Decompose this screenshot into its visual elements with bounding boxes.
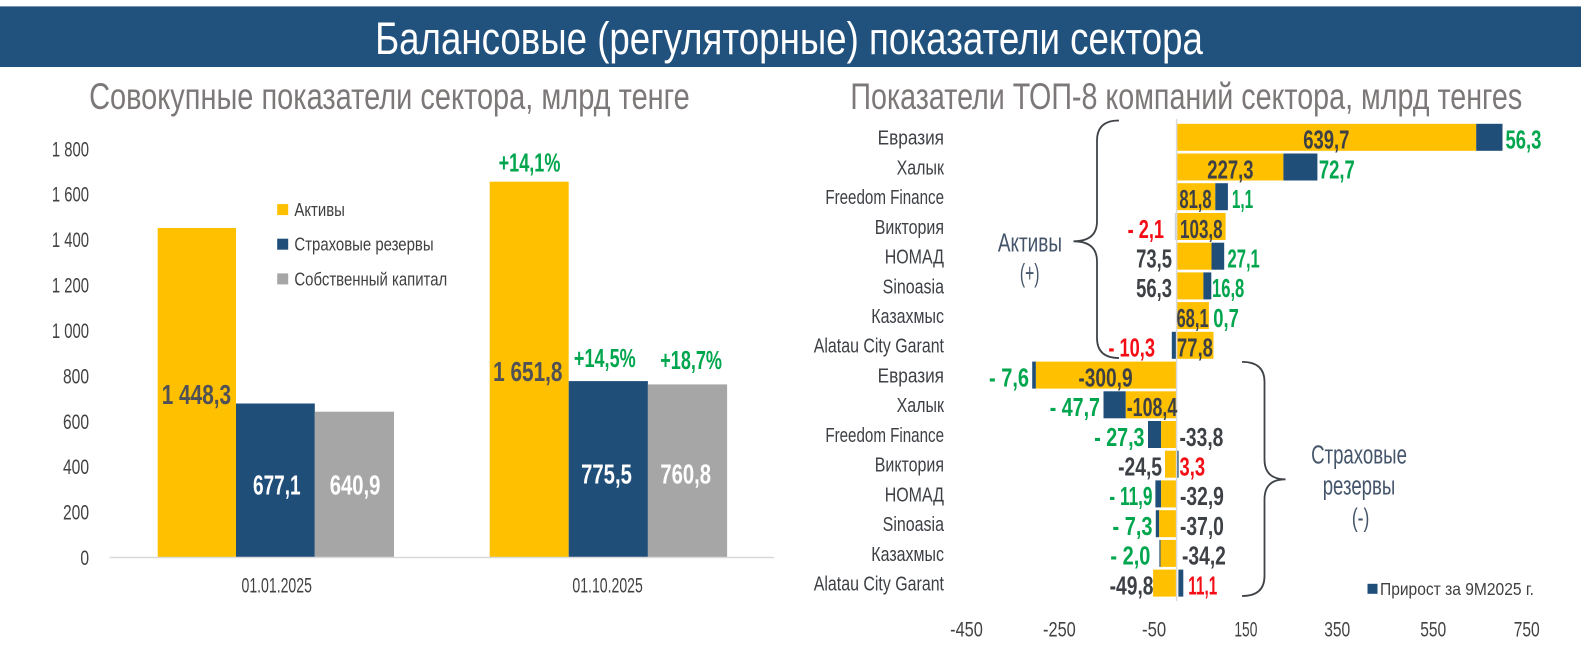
svg-text:Евразия: Евразия	[878, 127, 944, 150]
svg-text:1 000: 1 000	[52, 318, 89, 342]
svg-text:+14,1%: +14,1%	[499, 148, 561, 177]
svg-text:3,3: 3,3	[1180, 453, 1206, 482]
svg-text:Собственный капитал: Собственный капитал	[294, 269, 447, 290]
svg-text:1 651,8: 1 651,8	[493, 357, 562, 388]
svg-text:Евразия: Евразия	[878, 365, 944, 388]
svg-text:(+): (+)	[1020, 260, 1040, 288]
svg-text:677,1: 677,1	[253, 470, 301, 502]
svg-text:-49,8: -49,8	[1110, 572, 1154, 600]
svg-text:01.10.2025: 01.10.2025	[572, 574, 642, 598]
svg-text:-50: -50	[1142, 618, 1166, 641]
svg-text:1,1: 1,1	[1232, 186, 1253, 214]
svg-text:- 2,0: - 2,0	[1110, 541, 1150, 570]
svg-text:400: 400	[63, 455, 89, 479]
svg-text:Sinoasia: Sinoasia	[883, 512, 945, 535]
svg-text:01.01.2025: 01.01.2025	[241, 574, 311, 598]
svg-text:+14,5%: +14,5%	[574, 344, 636, 373]
svg-text:резервы: резервы	[1323, 472, 1396, 501]
svg-text:Страховые резервы: Страховые резервы	[294, 234, 433, 255]
svg-text:72,7: 72,7	[1319, 155, 1355, 184]
svg-text:Страховые: Страховые	[1311, 441, 1407, 470]
svg-text:-250: -250	[1043, 618, 1076, 642]
svg-text:Балансовые (регуляторные) пока: Балансовые (регуляторные) показатели сек…	[375, 13, 1203, 63]
svg-text:1 600: 1 600	[52, 182, 89, 206]
svg-text:1 800: 1 800	[52, 137, 89, 161]
svg-text:640,9: 640,9	[330, 470, 381, 501]
svg-text:- 7,3: - 7,3	[1113, 512, 1153, 541]
svg-text:11,1: 11,1	[1188, 573, 1217, 601]
svg-text:639,7: 639,7	[1303, 126, 1349, 155]
svg-text:Казахмыс: Казахмыс	[871, 542, 944, 565]
svg-text:-32,9: -32,9	[1180, 483, 1224, 511]
svg-text:16,8: 16,8	[1212, 275, 1244, 303]
svg-text:-34,2: -34,2	[1182, 542, 1226, 570]
svg-text:750: 750	[1514, 617, 1540, 641]
svg-text:Виктория: Виктория	[875, 215, 944, 238]
svg-text:Совокупные показатели сектора,: Совокупные показатели сектора, млрд тенг…	[89, 77, 690, 118]
svg-text:Казахмыс: Казахмыс	[871, 304, 944, 327]
svg-text:227,3: 227,3	[1207, 155, 1253, 184]
svg-text:81,8: 81,8	[1179, 185, 1211, 213]
svg-text:-33,8: -33,8	[1180, 423, 1224, 451]
svg-text:56,3: 56,3	[1506, 126, 1542, 155]
svg-text:800: 800	[63, 364, 89, 388]
svg-text:1 400: 1 400	[52, 227, 89, 251]
svg-text:Халык: Халык	[897, 155, 945, 178]
svg-text:27,1: 27,1	[1228, 245, 1260, 273]
svg-text:-37,0: -37,0	[1180, 512, 1224, 540]
svg-text:-450: -450	[950, 618, 983, 642]
svg-text:68,1: 68,1	[1176, 304, 1208, 332]
svg-text:-24,5: -24,5	[1118, 453, 1162, 481]
svg-text:НОМАД: НОМАД	[885, 245, 945, 268]
svg-text:760,8: 760,8	[660, 459, 711, 490]
svg-text:Прирост за 9М2025 г.: Прирост за 9М2025 г.	[1380, 579, 1534, 599]
svg-text:Freedom Finance: Freedom Finance	[825, 424, 944, 447]
svg-text:Активы: Активы	[998, 229, 1062, 257]
svg-text:- 47,7: - 47,7	[1050, 393, 1100, 422]
svg-text:Freedom Finance: Freedom Finance	[825, 186, 944, 209]
svg-text:0,7: 0,7	[1213, 304, 1239, 333]
svg-text:НОМАД: НОМАД	[885, 482, 945, 505]
svg-text:- 2,1: - 2,1	[1128, 215, 1164, 244]
svg-text:-108,4: -108,4	[1127, 393, 1178, 422]
svg-text:1 200: 1 200	[52, 273, 89, 297]
svg-text:350: 350	[1324, 617, 1350, 641]
svg-text:0: 0	[80, 546, 89, 570]
svg-text:Халык: Халык	[897, 393, 945, 416]
svg-text:550: 550	[1420, 617, 1446, 641]
svg-text:-300,9: -300,9	[1078, 364, 1132, 392]
svg-text:600: 600	[63, 409, 89, 433]
svg-text:Sinoasia: Sinoasia	[883, 274, 945, 297]
svg-text:+18,7%: +18,7%	[660, 346, 722, 375]
svg-text:Виктория: Виктория	[875, 453, 944, 476]
svg-text:150: 150	[1234, 617, 1257, 641]
svg-text:- 10,3: - 10,3	[1108, 334, 1155, 363]
svg-text:1 448,3: 1 448,3	[162, 380, 231, 411]
svg-text:- 7,6: - 7,6	[989, 363, 1029, 392]
svg-text:(-): (-)	[1352, 503, 1369, 532]
svg-text:77,8: 77,8	[1177, 334, 1213, 363]
svg-text:Показатели ТОП-8 компаний сект: Показатели ТОП-8 компаний сектора, млрд …	[850, 77, 1522, 118]
svg-text:56,3: 56,3	[1136, 274, 1172, 303]
svg-text:- 27,3: - 27,3	[1094, 422, 1144, 451]
svg-text:103,8: 103,8	[1180, 214, 1223, 243]
svg-text:73,5: 73,5	[1136, 245, 1172, 274]
svg-text:775,5: 775,5	[581, 459, 632, 490]
svg-text:Alatau City Garant: Alatau City Garant	[814, 572, 944, 595]
svg-text:- 11,9: - 11,9	[1109, 482, 1152, 511]
svg-text:Активы: Активы	[294, 200, 345, 221]
svg-text:Alatau City Garant: Alatau City Garant	[814, 334, 944, 357]
svg-text:200: 200	[63, 500, 89, 524]
